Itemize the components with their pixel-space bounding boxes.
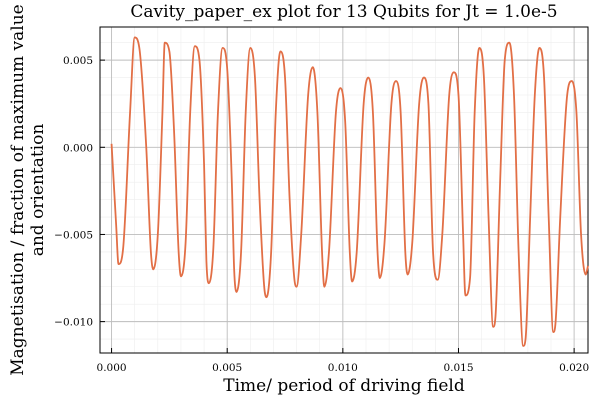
- tick-labels: 0.000 0.005 0.010 0.015 0.020 −0.010 −0.005 0.0…: [54, 55, 589, 374]
- x-tick-label: 0.010: [328, 362, 358, 374]
- x-tick-label: 0.000: [97, 362, 127, 374]
- y-tick-label: 0.000: [63, 142, 93, 154]
- x-axis-label: Time/ period of driving field: [223, 376, 465, 396]
- series-line: [110, 36, 589, 347]
- x-tick-label: 0.005: [212, 362, 242, 374]
- y-axis-label-line-2: and orientation: [28, 124, 48, 257]
- x-tick-label: 0.020: [559, 362, 589, 374]
- plot-frame: [99, 26, 589, 354]
- chart-title: Cavity_paper_ex plot for 13 Qubits for J…: [130, 2, 557, 22]
- y-axis-label-line-1: Magnetisation / fraction of maximum valu…: [8, 4, 28, 375]
- y-tick-label: −0.005: [54, 229, 93, 241]
- x-tick-label: 0.015: [443, 362, 473, 374]
- y-tick-label: 0.005: [63, 55, 93, 67]
- y-tick-label: −0.010: [54, 317, 93, 329]
- grid-lines: [100, 27, 588, 353]
